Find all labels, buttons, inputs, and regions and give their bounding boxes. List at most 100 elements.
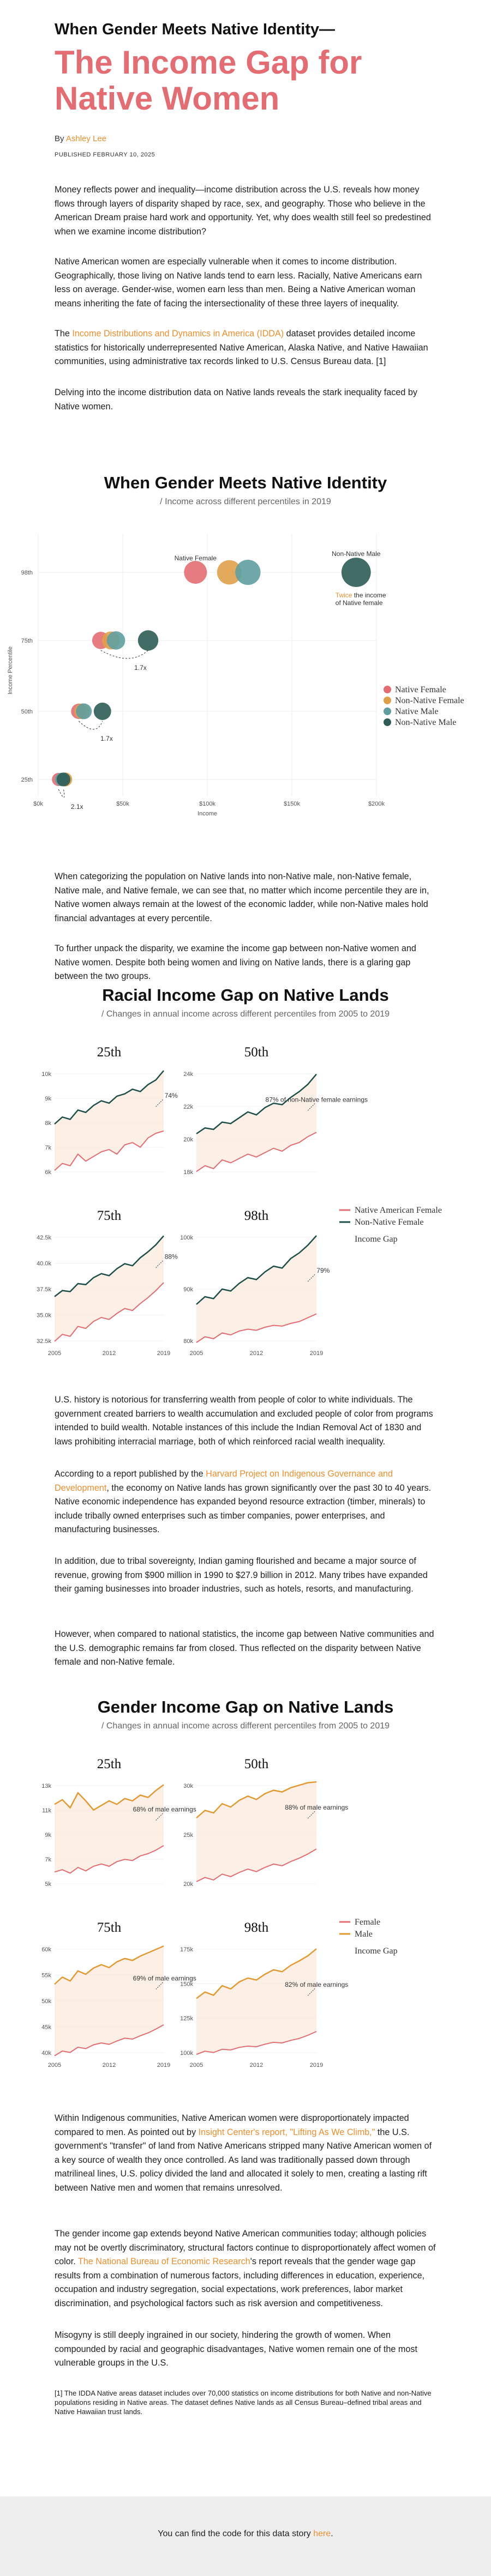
nber-link[interactable]: The National Bureau of Economic Research <box>77 2257 250 2266</box>
legend-swatch <box>384 708 391 715</box>
panel-y-tick: 45k <box>41 2024 51 2031</box>
y-tick-label: 98th <box>21 570 33 576</box>
panel-y-tick: 35.0k <box>37 1313 51 1319</box>
panel-annotation: 88% <box>165 1253 178 1261</box>
panel-annotation: 88% of male earnings <box>285 1804 348 1811</box>
panel-title: 98th <box>244 1920 269 1935</box>
publish-date: PUBLISHED FEBRUARY 10, 2025 <box>55 152 155 158</box>
panel-y-tick: 11k <box>42 1807 51 1814</box>
harvard-project-link[interactable]: Harvard Project on Indigenous Governance… <box>55 1469 393 1493</box>
panel-x-tick: 2005 <box>190 2062 203 2069</box>
panel-y-tick: 20k <box>183 1136 193 1143</box>
footer: You can find the code for this data stor… <box>0 2496 491 2576</box>
mid-paragraph-1: When categorizing the population on Nati… <box>55 872 429 923</box>
series-line-nonnative <box>196 1235 317 1305</box>
annotation-non-native-male: Non-Native Male <box>332 550 381 558</box>
series-line-nonnative <box>54 1235 164 1297</box>
panel-y-tick: 10k <box>41 1071 51 1078</box>
panel-y-tick: 20k <box>183 1881 193 1888</box>
series-line-native <box>196 1313 317 1343</box>
panel-y-tick: 6k <box>45 1169 51 1176</box>
panel-title: 75th <box>97 1208 122 1223</box>
panel-y-tick: 32.5k <box>37 1338 51 1345</box>
gap-area <box>196 1236 316 1343</box>
panel-x-tick: 2005 <box>48 2062 61 2069</box>
annotation-leader <box>155 1260 164 1268</box>
scatter-point <box>106 631 125 650</box>
gap-area <box>55 1946 164 2056</box>
insight-center-link[interactable]: Insight Center's report, "Lifting As We … <box>198 2127 375 2137</box>
legend-swatch <box>384 718 391 726</box>
scatter-point <box>137 630 159 651</box>
racial-gap-chart: 25th 10k 9k 8k 7k 6k 74% 50th 24k 22k 20k 18k 87% of… <box>37 1045 442 1357</box>
legend-label: Non-Native Male <box>395 718 456 727</box>
panel-y-tick: 100k <box>180 1235 193 1241</box>
x-tick-label: $50k <box>116 801 129 807</box>
racial-section-title: Racial Income Gap on Native Lands <box>102 985 389 1005</box>
panel-y-tick: 55k <box>41 1973 51 1979</box>
y-tick-label: 50th <box>21 709 33 715</box>
ratio-label: 1.7x <box>100 735 113 742</box>
x-tick-label: $100k <box>199 801 215 807</box>
intro-paragraph-2: Native American women are especially vul… <box>55 257 422 309</box>
gap-area <box>55 1071 164 1171</box>
panel-y-tick: 80k <box>183 1338 193 1345</box>
gender-section-subtitle: / Changes in annual income across differ… <box>101 1721 390 1731</box>
scatter-point <box>184 561 207 584</box>
gap-area <box>196 1949 316 2054</box>
annotation-leader <box>307 1810 316 1819</box>
panel-y-tick: 25k <box>183 1832 193 1839</box>
panel-x-tick: 2019 <box>310 1350 323 1357</box>
annotation-twice-highlight: Twice <box>336 591 352 599</box>
panel-y-tick: 8k <box>45 1120 51 1127</box>
legend-title: Income Gap <box>355 1946 398 1956</box>
series-line-female <box>54 2024 164 2057</box>
panel-y-tick: 7k <box>45 1145 51 1151</box>
legend-swatch <box>384 686 391 693</box>
panel-x-tick: 2012 <box>250 1350 263 1357</box>
footer-text: You can find the code for this data stor… <box>158 2529 333 2538</box>
panel-x-tick: 2012 <box>250 2062 263 2069</box>
x-axis-label: Income <box>197 811 217 817</box>
history-paragraph-3: In addition, due to tribal sovereignty, … <box>55 1556 428 1594</box>
idda-link[interactable]: Income Distributions and Dynamics in Ame… <box>72 329 284 338</box>
panel-annotation: 87% of non-Native female earnings <box>266 1096 368 1103</box>
series-line-male <box>196 1781 317 1819</box>
panel-y-tick: 50k <box>41 1998 51 2005</box>
annotation-leader <box>307 1273 316 1282</box>
article-title: The Income Gap for Native Women <box>55 44 362 117</box>
intro-paragraph-4: Delving into the income distribution dat… <box>55 388 417 412</box>
closing-paragraph-2: The gender income gap extends beyond Nat… <box>55 2229 436 2308</box>
legend-title: Income Gap <box>355 1235 398 1244</box>
y-tick-label: 75th <box>21 638 33 644</box>
intro-paragraph-1: Money reflects power and inequality—inco… <box>55 185 431 237</box>
panel-x-tick: 2012 <box>103 2062 116 2069</box>
panel-annotation: 82% of male earnings <box>285 1981 348 1988</box>
panel-y-tick: 9k <box>45 1832 51 1839</box>
legend-label: Native Female <box>395 685 446 694</box>
annotation-native-female: Native Female <box>175 554 217 562</box>
scatter-point <box>76 703 92 719</box>
panel-title: 25th <box>97 1045 122 1060</box>
panel-y-tick: 37.5k <box>37 1286 51 1293</box>
gap-area <box>55 1785 164 1873</box>
author-link[interactable]: Ashley Lee <box>65 134 107 143</box>
series-line-native <box>54 1130 164 1171</box>
panel-x-tick: 2005 <box>48 1350 61 1357</box>
panel-y-tick: 42.5k <box>37 1235 51 1241</box>
panel-y-tick: 100k <box>180 2050 193 2057</box>
ratio-arc <box>58 789 65 798</box>
panel-y-tick: 18k <box>183 1169 193 1176</box>
panel-y-tick: 30k <box>183 1783 193 1789</box>
panel-y-tick: 150k <box>180 1981 193 1987</box>
panel-x-tick: 2019 <box>310 2062 323 2069</box>
legend-label: Non-Native Female <box>355 1218 424 1227</box>
series-line-male <box>196 1948 317 1999</box>
x-tick-label: $0k <box>33 801 43 807</box>
footnote: [1] The IDDA Native areas dataset includ… <box>55 2389 432 2416</box>
panel-y-tick: 90k <box>183 1286 193 1293</box>
code-link[interactable]: here <box>313 2529 331 2538</box>
scatter-section-subtitle: / Income across different percentiles in… <box>160 497 331 506</box>
y-axis-label: Income Percentile <box>7 646 14 694</box>
panel-title: 98th <box>244 1208 269 1223</box>
